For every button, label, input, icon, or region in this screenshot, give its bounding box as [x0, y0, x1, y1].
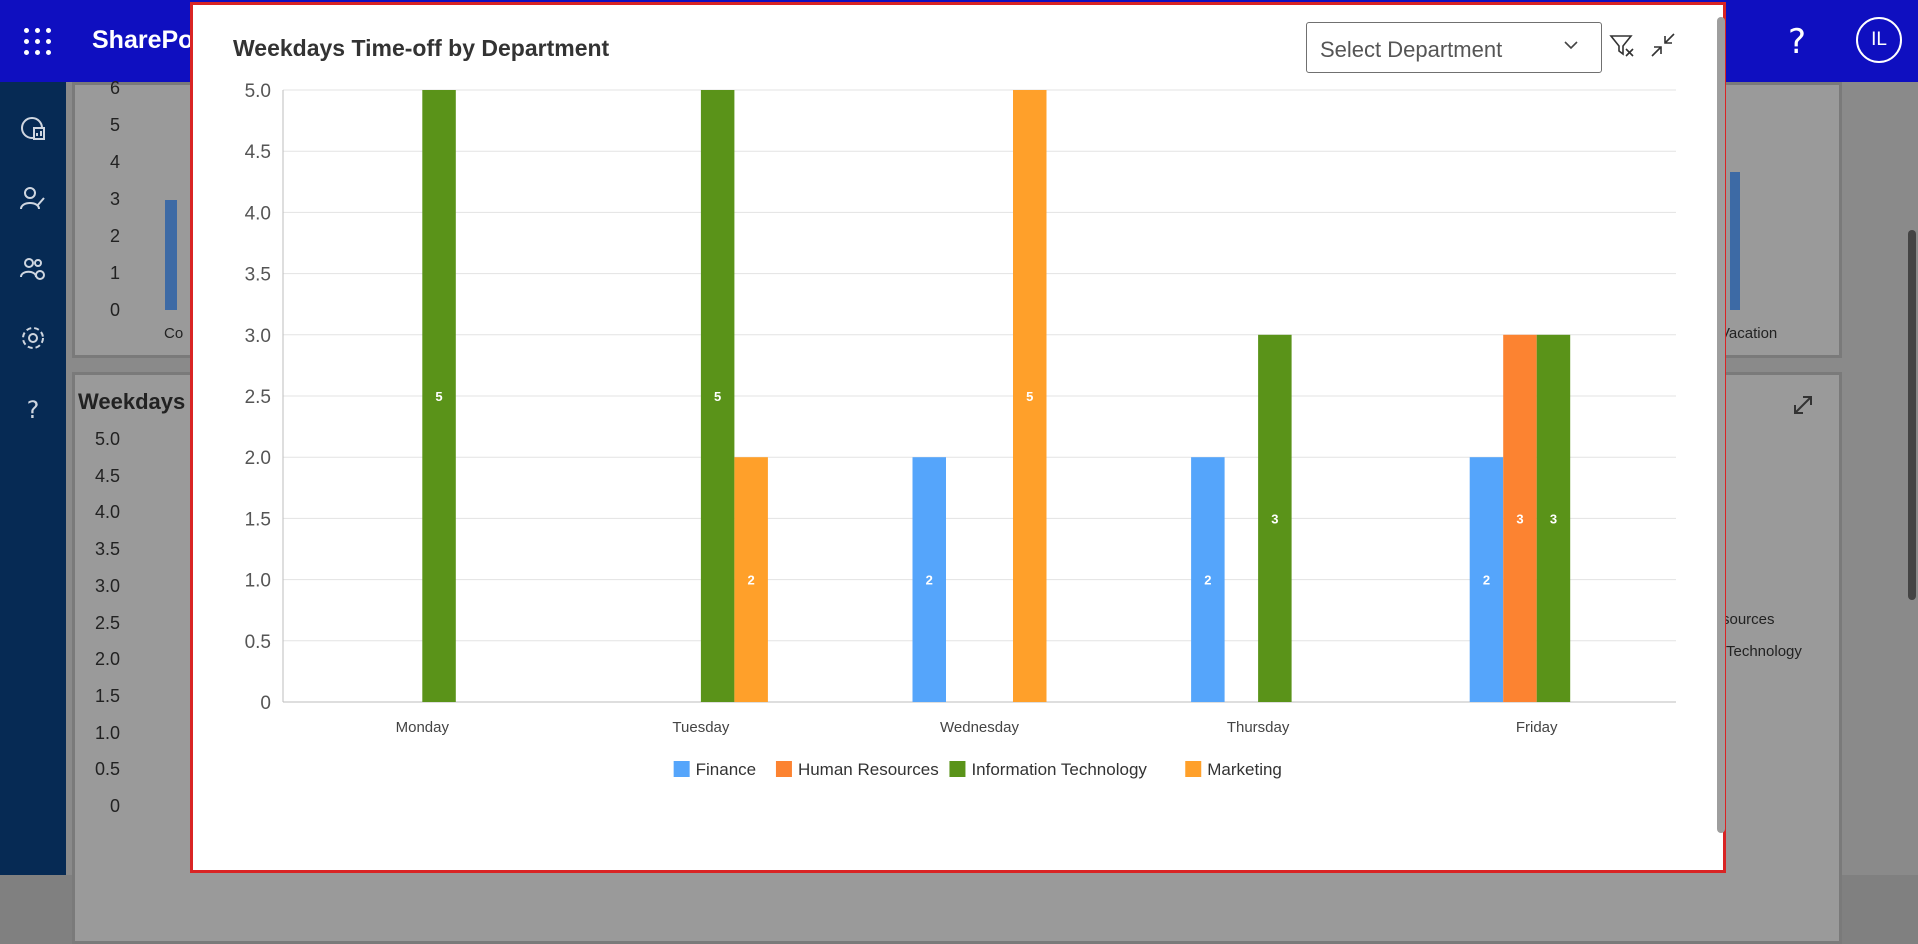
x-tick-label: Tuesday — [672, 719, 729, 736]
y-tick-label: 1.5 — [245, 509, 271, 530]
bar-information-technology — [700, 90, 735, 702]
bar-finance — [1191, 457, 1225, 702]
analytics-icon[interactable] — [17, 112, 49, 144]
data-label: 3 — [1271, 511, 1278, 526]
left-navigation: ? — [0, 82, 66, 875]
data-label: 3 — [1550, 511, 1557, 526]
background-legend-text: sources — [1722, 611, 1775, 628]
brand-name[interactable]: SharePo — [92, 26, 194, 54]
data-label: 3 — [1516, 511, 1523, 526]
department-select-value: Select Department — [1320, 37, 1503, 62]
background-bar — [1730, 172, 1740, 310]
data-label: 5 — [435, 389, 442, 404]
department-select[interactable]: Select Department — [1306, 22, 1602, 73]
bar-information-technology — [1258, 334, 1292, 702]
legend-label: Information Technology — [971, 760, 1147, 779]
background-tick-label: 3 — [109, 189, 120, 209]
legend-label: Finance — [696, 760, 756, 779]
help-icon[interactable]: ? — [1788, 22, 1807, 62]
people-sync-icon[interactable] — [17, 252, 49, 284]
background-tick-label: 1 — [109, 263, 120, 283]
dialog-title: Weekdays Time-off by Department — [233, 35, 610, 61]
x-tick-label: Wednesday — [940, 719, 1019, 736]
legend-swatch — [775, 761, 792, 777]
y-tick-label: 3.0 — [245, 326, 271, 347]
y-tick-label: 4.5 — [245, 142, 271, 163]
y-tick-label: 3.5 — [245, 265, 271, 286]
background-legend-text: Technology — [1726, 643, 1802, 660]
background-axis-label: Vacation — [1720, 325, 1778, 342]
background-tick-label: 2 — [109, 226, 120, 246]
background-tick-label: 0.5 — [94, 759, 120, 780]
data-label: 5 — [1026, 389, 1033, 404]
dialog-scrollbar[interactable] — [1717, 17, 1725, 833]
background-tick-label: 1.5 — [94, 685, 120, 706]
app-launcher-icon[interactable] — [24, 28, 52, 56]
y-tick-label: 1.0 — [245, 571, 271, 592]
background-tick-label: 4.0 — [94, 502, 120, 523]
x-tick-label: Thursday — [1227, 719, 1290, 736]
bar-human-resources — [1503, 334, 1537, 702]
background-tick-label: 3.5 — [94, 539, 120, 560]
help-icon[interactable]: ? — [26, 396, 40, 424]
chart-dialog: 0 0.5 1.0 1.5 2.0 2.5 3.0 3.5 4.0 4.5 5.0 Monday 5 Tu… — [190, 2, 1726, 873]
data-label: 2 — [748, 573, 755, 588]
legend-swatch — [1185, 761, 1202, 777]
data-label: 2 — [926, 573, 933, 588]
clear-filter-icon[interactable] — [1608, 31, 1636, 59]
data-label: 5 — [714, 389, 721, 404]
y-tick-label: 0 — [260, 693, 271, 714]
legend-label: Human Resources — [798, 760, 939, 779]
bar-marketing — [1013, 90, 1047, 702]
person-edit-icon[interactable] — [17, 182, 49, 214]
background-tick-label: 0 — [109, 300, 120, 320]
y-tick-label: 2.5 — [245, 387, 271, 408]
legend-swatch — [673, 761, 690, 777]
legend-swatch — [949, 761, 966, 777]
background-axis-label: Co — [164, 325, 184, 342]
gear-icon[interactable] — [17, 322, 49, 354]
expand-icon[interactable] — [1792, 394, 1814, 416]
x-tick-label: Monday — [396, 719, 450, 736]
background-tick-label: 2.5 — [94, 612, 120, 633]
background-tick-label: 6 — [109, 78, 120, 98]
background-tick-label: 1.0 — [94, 722, 120, 743]
background-bar — [165, 200, 177, 310]
data-label: 2 — [1204, 573, 1211, 588]
avatar[interactable]: IL — [1856, 17, 1902, 63]
chart-canvas: 0 0.5 1.0 1.5 2.0 2.5 3.0 3.5 4.0 4.5 5.0 Monday 5 Tu… — [245, 81, 1676, 779]
y-tick-label: 0.5 — [245, 632, 271, 653]
page-scrollbar-thumb[interactable] — [1908, 230, 1916, 600]
y-tick-label: 5.0 — [245, 81, 271, 102]
chevron-down-icon — [1564, 41, 1578, 50]
y-tick-label: 4.0 — [245, 203, 271, 224]
bar-information-technology — [1536, 334, 1571, 702]
background-tick-label: 4 — [109, 152, 120, 172]
y-tick-label: 2.0 — [245, 448, 271, 469]
x-tick-label: Friday — [1516, 719, 1558, 736]
background-tick-label: 2.0 — [94, 649, 120, 670]
bar-marketing — [734, 457, 768, 702]
bar-finance — [1469, 457, 1504, 702]
background-tick-label: 5.0 — [94, 429, 120, 449]
background-card-title: Weekdays — [78, 389, 186, 414]
collapse-icon[interactable] — [1649, 31, 1677, 59]
data-label: 2 — [1483, 573, 1490, 588]
background-tick-label: 3.0 — [94, 575, 120, 596]
bar-finance — [912, 457, 946, 702]
legend-label: Marketing — [1207, 760, 1282, 779]
bar-information-technology — [422, 90, 456, 702]
background-tick-label: 4.5 — [94, 465, 120, 486]
background-tick-label: 5 — [109, 115, 120, 135]
background-tick-label: 0 — [109, 796, 120, 816]
